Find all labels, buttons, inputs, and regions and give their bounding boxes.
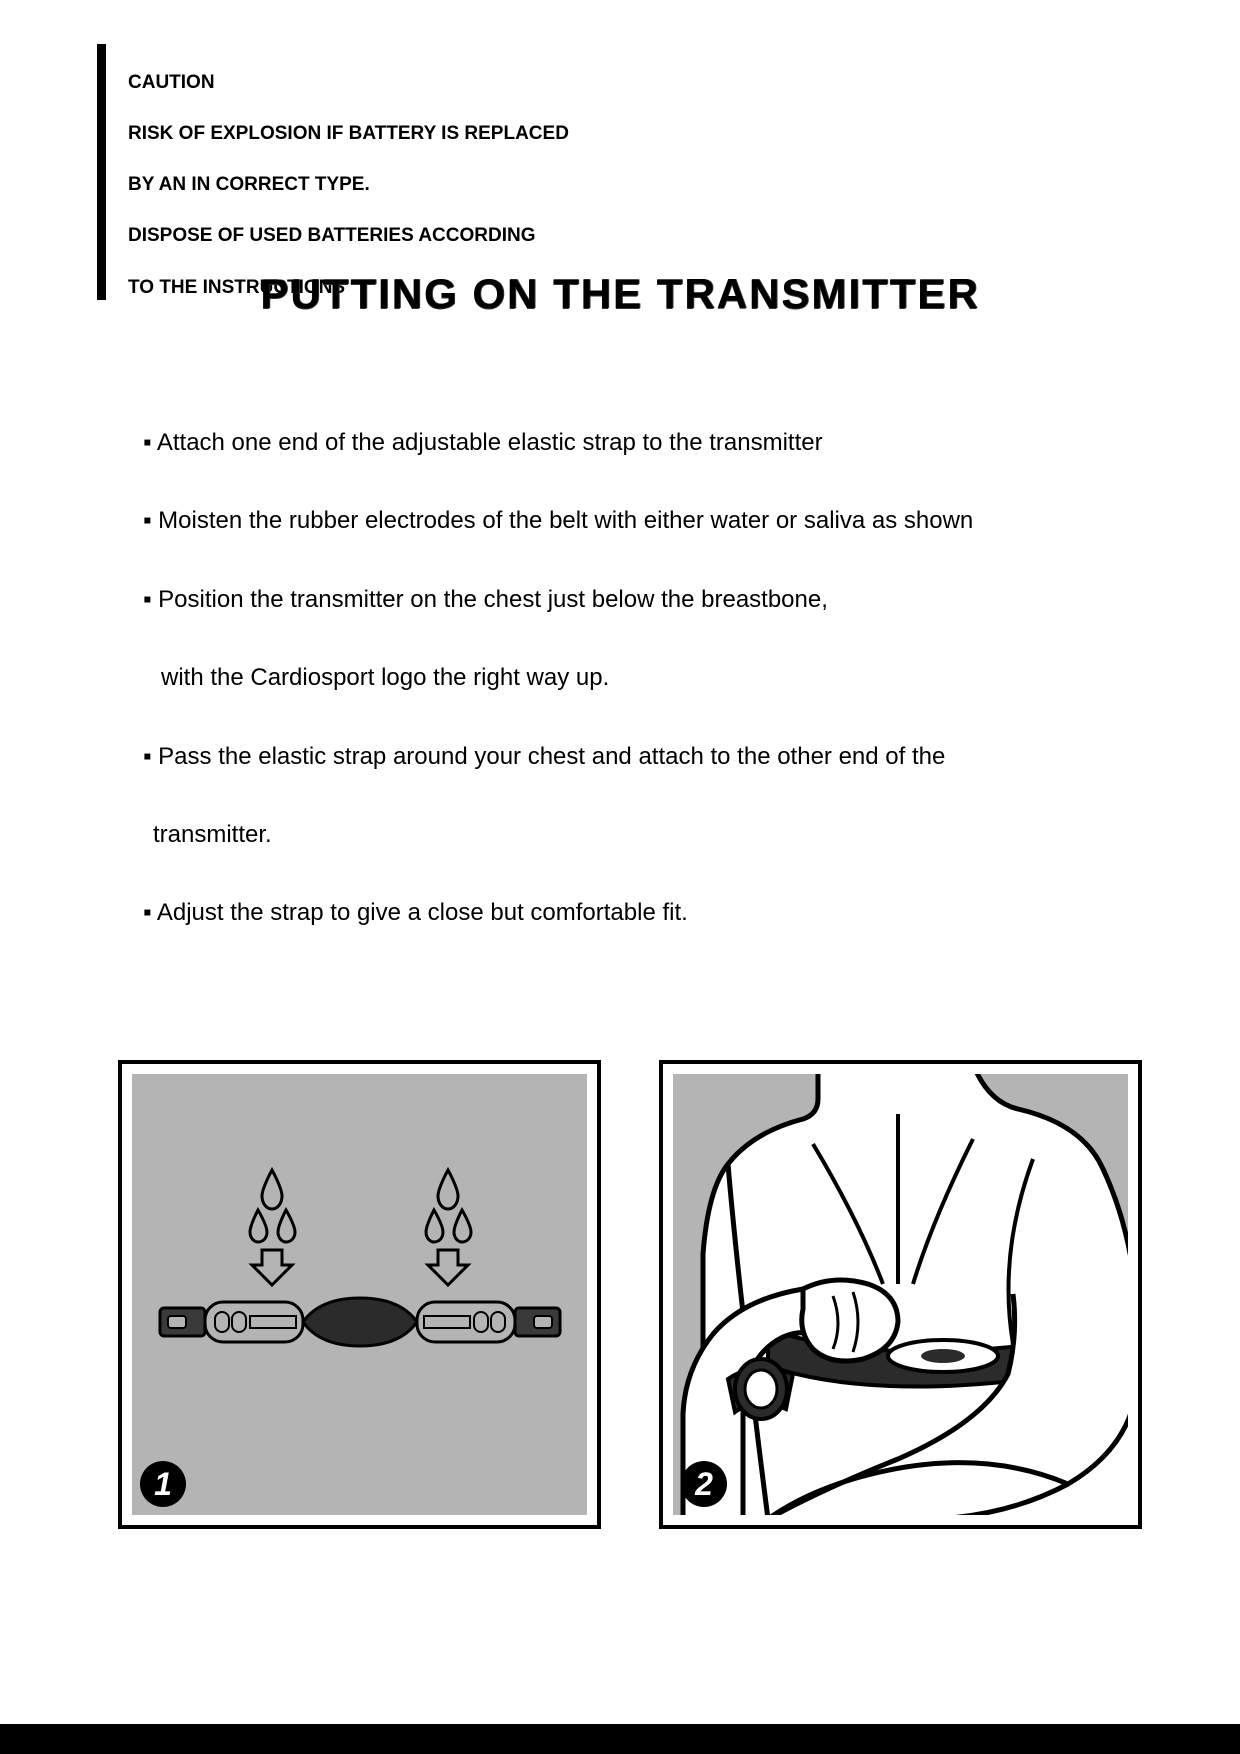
instruction-5: ▪ Adjust the strap to give a close but c… xyxy=(143,900,1103,926)
caution-line-3: BY AN IN CORRECT TYPE. xyxy=(128,174,370,195)
caution-line-2: RISK OF EXPLOSION IF BATTERY IS REPLACED xyxy=(128,123,569,144)
diagram-1-bg xyxy=(132,1074,587,1515)
water-drops-left xyxy=(250,1170,295,1242)
instruction-4: ▪ Pass the elastic strap around your che… xyxy=(143,744,1103,770)
step-1-badge: 1 xyxy=(140,1461,186,1507)
belt-moisten-illustration xyxy=(140,1080,580,1510)
instructions-list: ▪ Attach one end of the adjustable elast… xyxy=(143,430,1103,979)
caution-line-1: CAUTION xyxy=(128,72,215,93)
down-arrow-right xyxy=(428,1250,468,1285)
instruction-4-cont: transmitter. xyxy=(143,822,1103,848)
bottom-bar xyxy=(0,1724,1240,1754)
down-arrow-left xyxy=(252,1250,292,1285)
page: CAUTION RISK OF EXPLOSION IF BATTERY IS … xyxy=(0,0,1240,1754)
caution-text: CAUTION RISK OF EXPLOSION IF BATTERY IS … xyxy=(128,44,569,300)
step-2-badge: 2 xyxy=(681,1461,727,1507)
page-title: PUTTING ON THE TRANSMITTER xyxy=(0,270,1240,318)
diagrams-row: 1 xyxy=(118,1060,1142,1529)
diagram-2-bg xyxy=(673,1074,1128,1515)
caution-block: CAUTION RISK OF EXPLOSION IF BATTERY IS … xyxy=(97,44,569,300)
caution-line-4: DISPOSE OF USED BATTERIES ACCORDING xyxy=(128,225,535,246)
transmitter-belt xyxy=(160,1298,560,1346)
instruction-3-cont: with the Cardiosport logo the right way … xyxy=(143,665,1103,691)
torso-wearing-illustration xyxy=(673,1074,1128,1515)
instruction-1: ▪ Attach one end of the adjustable elast… xyxy=(143,430,1103,456)
instruction-2: ▪ Moisten the rubber electrodes of the b… xyxy=(143,508,1103,534)
diagram-2: 2 xyxy=(659,1060,1142,1529)
diagram-1: 1 xyxy=(118,1060,601,1529)
instruction-3: ▪ Position the transmitter on the chest … xyxy=(143,587,1103,613)
water-drops-right xyxy=(426,1170,471,1242)
